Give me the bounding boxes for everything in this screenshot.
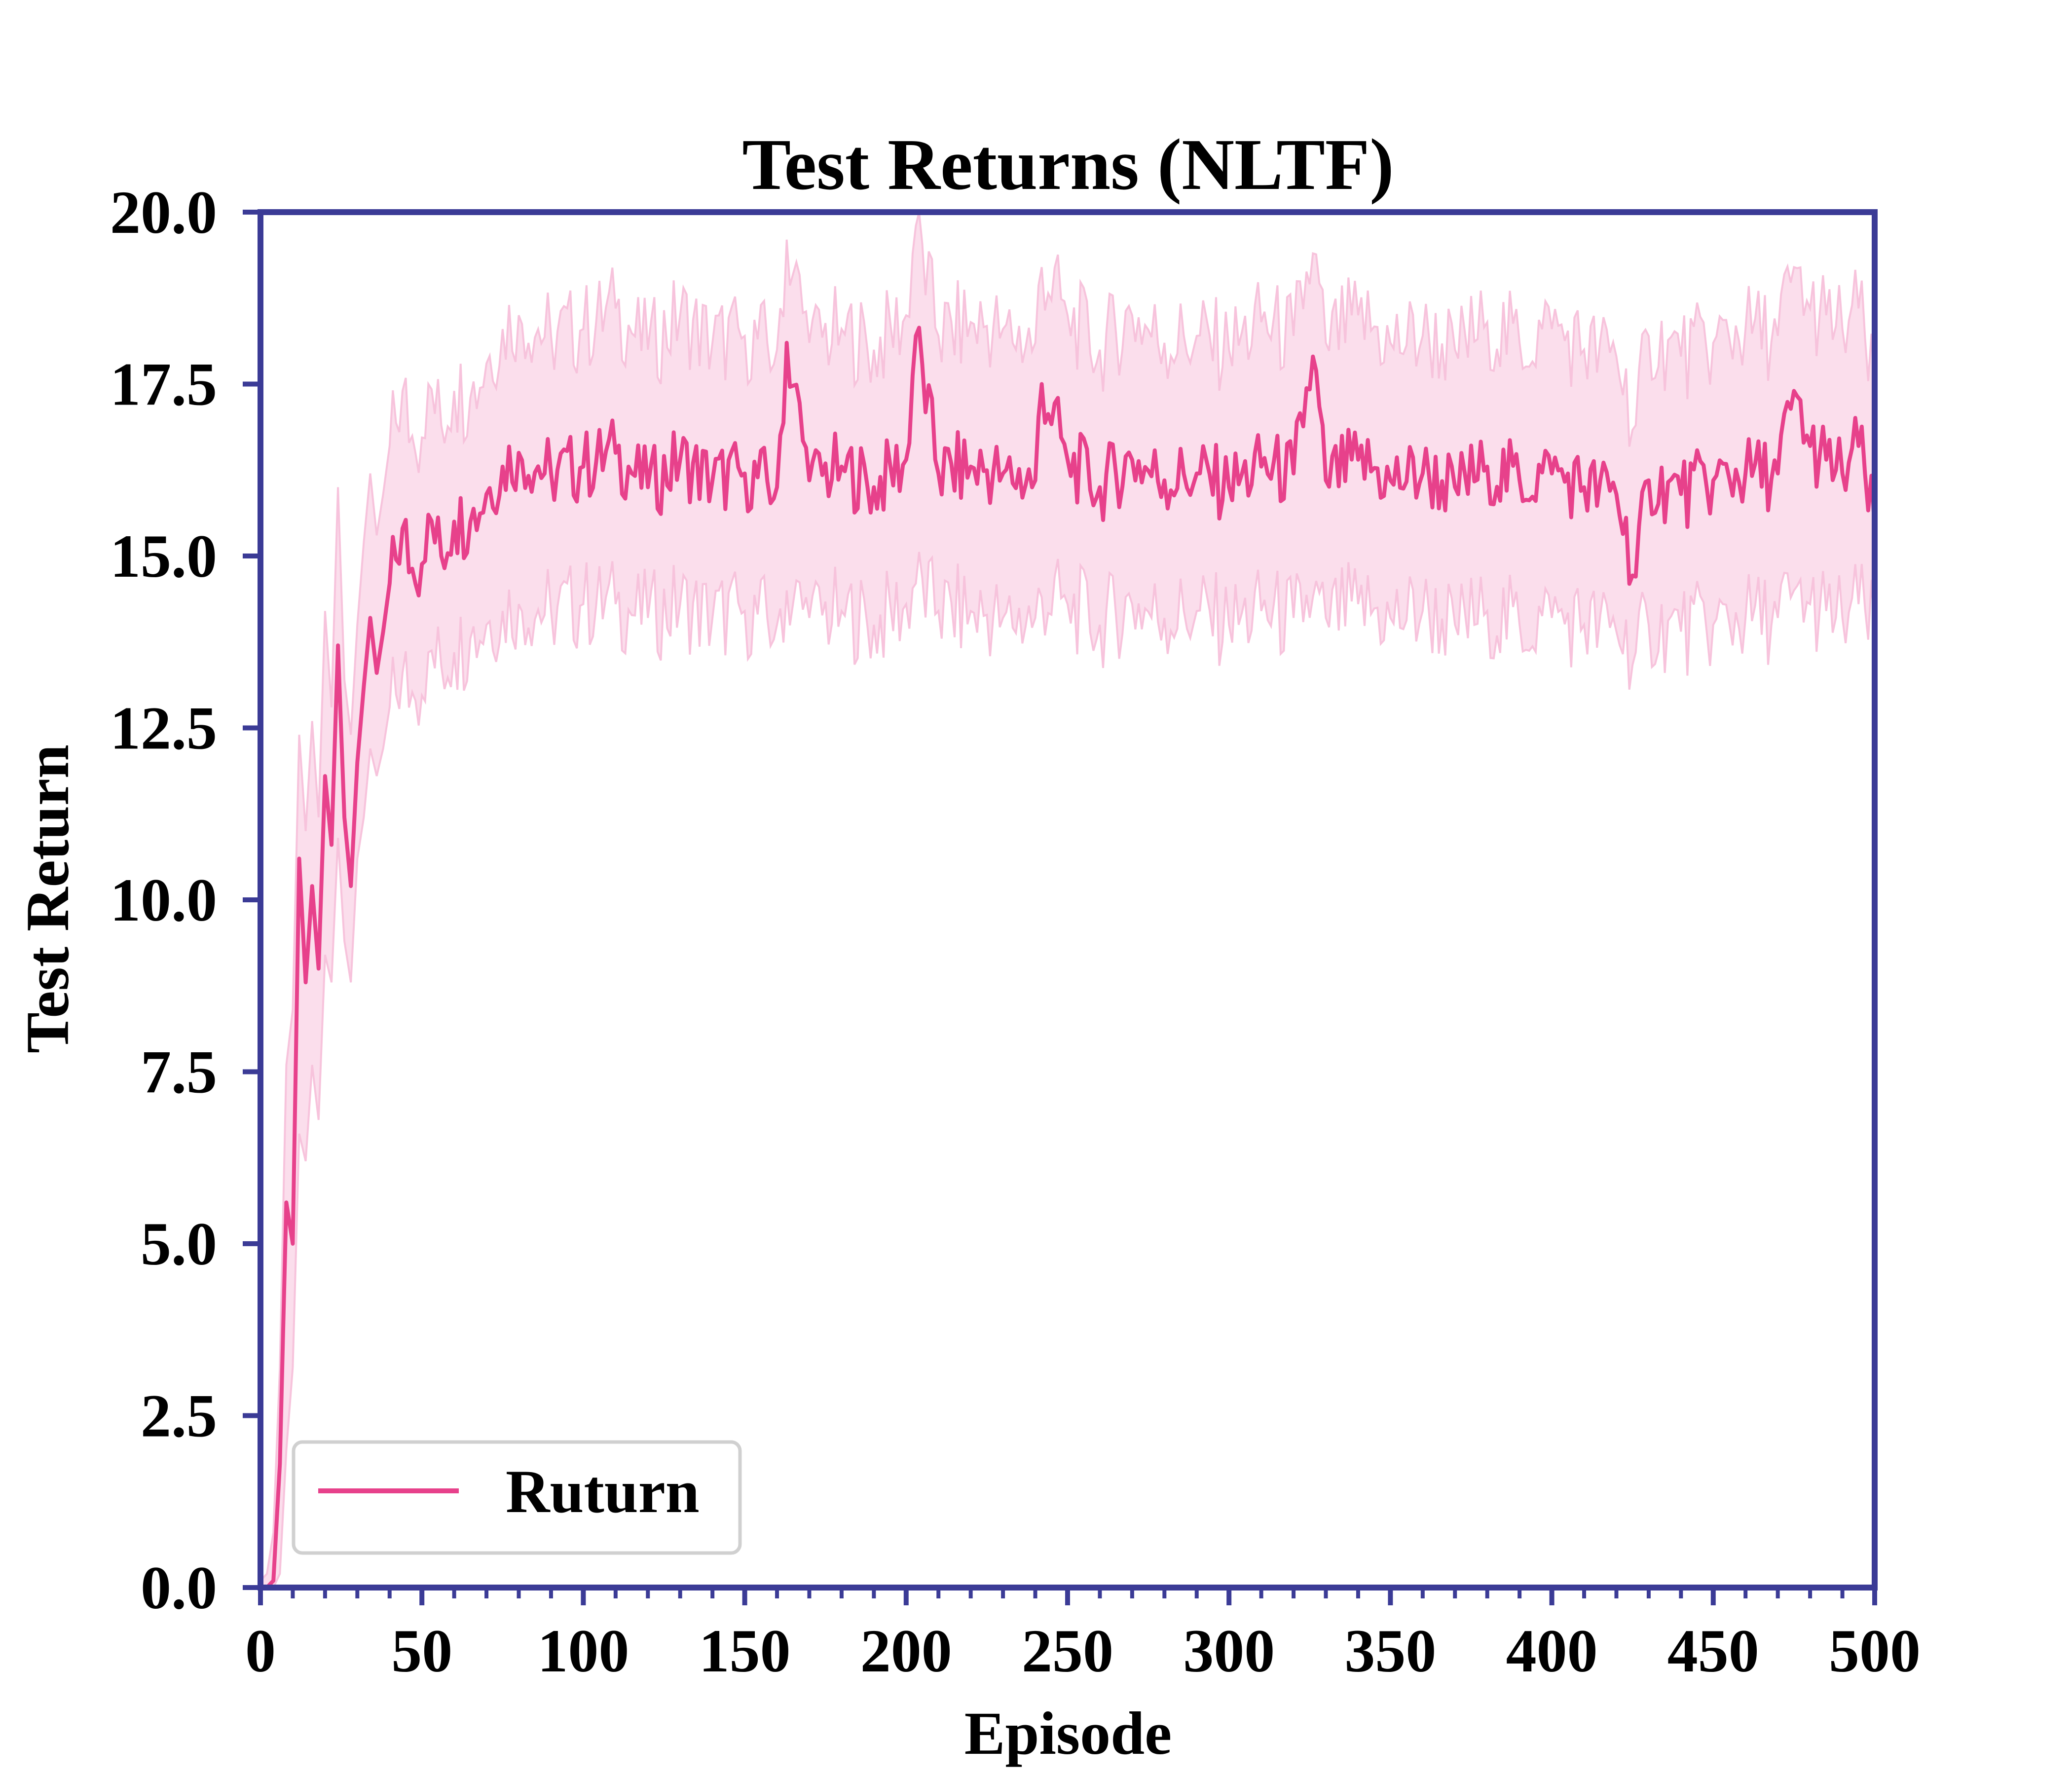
x-tick-label: 200 — [860, 1617, 952, 1685]
legend-label: Ruturn — [506, 1458, 700, 1525]
x-tick-label: 150 — [699, 1617, 791, 1685]
axis-layer: 0 50 100 150 200 250 300 350 400 450 500 0.0 2.5 5.0 7… — [110, 179, 1921, 1685]
y-tick-label: 2.5 — [141, 1382, 217, 1450]
y-axis-label: Test Return — [14, 744, 81, 1053]
y-tick-label: 7.5 — [141, 1038, 217, 1106]
y-tick-label: 12.5 — [110, 695, 217, 762]
x-tick-label: 500 — [1829, 1617, 1921, 1685]
x-tick-label: 50 — [391, 1617, 452, 1685]
y-tick-label: 0.0 — [141, 1554, 217, 1622]
legend-box — [292, 1440, 742, 1555]
x-tick-label: 450 — [1667, 1617, 1759, 1685]
y-tick-label: 15.0 — [110, 522, 217, 590]
y-tick-label: 20.0 — [110, 179, 217, 246]
band-upper-edge — [259, 212, 1876, 1582]
x-tick-label: 350 — [1344, 1617, 1436, 1685]
y-tick-label: 17.5 — [110, 351, 217, 418]
x-tick-label: 100 — [537, 1617, 629, 1685]
x-tick-label: 300 — [1183, 1617, 1275, 1685]
y-tick-label: 10.0 — [110, 866, 217, 934]
legend: Ruturn — [292, 1440, 742, 1555]
x-axis-label: Episode — [964, 1700, 1172, 1767]
chart-title: Test Returns (NLTF) — [742, 124, 1394, 205]
x-tick-label: 250 — [1022, 1617, 1113, 1685]
band-lower-edge — [260, 552, 1876, 1589]
y-tick-label: 5.0 — [141, 1210, 217, 1278]
x-tick-label: 400 — [1506, 1617, 1598, 1685]
confidence-band — [260, 212, 1875, 1588]
series-line-ruturn — [260, 326, 1877, 1590]
plot-layer — [259, 212, 1877, 1590]
x-tick-label: 0 — [245, 1617, 276, 1685]
